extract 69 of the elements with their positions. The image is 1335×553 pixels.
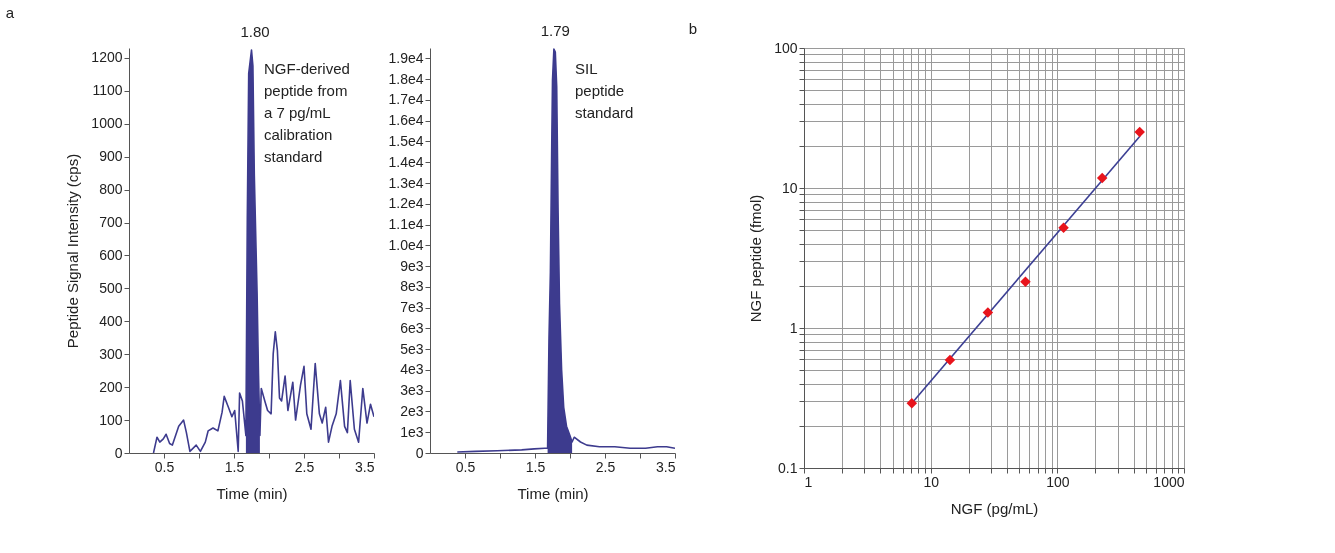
y-tick-label: 1 bbox=[789, 319, 798, 336]
y-tick-label: 800 bbox=[99, 181, 123, 198]
annotation: 1.79 bbox=[540, 22, 570, 40]
y-tick-label: 3e3 bbox=[400, 382, 424, 399]
y-tick-label: 4e3 bbox=[400, 361, 424, 378]
annotation: 1.80 bbox=[240, 22, 270, 40]
point bbox=[1134, 126, 1145, 138]
y-axis-title: Peptide Signal Intensity (cps) bbox=[64, 153, 82, 349]
y-tick-label: 1.0e4 bbox=[388, 236, 424, 253]
y-tick-label: 600 bbox=[99, 246, 123, 263]
point bbox=[944, 354, 956, 366]
y-tick-label: 1.2e4 bbox=[388, 195, 424, 212]
x-tick-label: 1000 bbox=[1153, 473, 1185, 490]
x-tick-label: 0.5 bbox=[154, 458, 175, 475]
point bbox=[982, 307, 994, 318]
point bbox=[1096, 172, 1108, 184]
y-tick-label: 700 bbox=[99, 214, 123, 231]
x-tick-label: 100 bbox=[1046, 473, 1070, 490]
y-tick-label: 1000 bbox=[91, 115, 123, 132]
y-tick-label: 1.8e4 bbox=[388, 70, 424, 87]
y-tick-label: 9e3 bbox=[400, 257, 424, 274]
x-tick-label: 3.5 bbox=[355, 458, 375, 475]
x-tick-label: 0.5 bbox=[455, 458, 476, 475]
y-tick-label: 200 bbox=[99, 378, 123, 395]
x-tick-label: 10 bbox=[923, 473, 940, 490]
y-tick-label: 7e3 bbox=[400, 299, 424, 316]
x-axis-title: Time (min) bbox=[517, 484, 589, 502]
y-tick-label: 300 bbox=[99, 345, 123, 362]
y-tick-label: 1200 bbox=[91, 49, 123, 66]
chart-title: a bbox=[5, 3, 15, 21]
y-tick-label: 900 bbox=[99, 148, 123, 165]
y-tick-label: 0 bbox=[114, 444, 123, 461]
y-tick-label: 1.1e4 bbox=[388, 216, 424, 233]
point bbox=[1058, 222, 1069, 233]
y-tick-label: 1.3e4 bbox=[388, 174, 424, 191]
point bbox=[1020, 276, 1031, 287]
x-axis-title: NGF (pg/mL) bbox=[950, 499, 1039, 517]
y-tick-label: 5e3 bbox=[400, 340, 424, 357]
y-tick-label: 1.5e4 bbox=[388, 132, 424, 149]
y-tick-label: 0.1 bbox=[778, 459, 798, 476]
y-tick-label: 500 bbox=[99, 279, 123, 296]
line-series bbox=[456, 48, 675, 453]
y-tick-label: 1100 bbox=[92, 82, 123, 99]
y-axis-title: NGF peptide (fmol) bbox=[747, 194, 765, 323]
x-tick-label: 3.5 bbox=[656, 458, 676, 475]
y-tick-label: 8e3 bbox=[400, 278, 424, 295]
x-tick-label: 1.5 bbox=[224, 458, 245, 475]
y-tick-label: 0 bbox=[415, 444, 424, 461]
x-tick-label: 1.5 bbox=[525, 458, 546, 475]
y-tick-label: 2e3 bbox=[400, 402, 424, 419]
y-tick-label: 6e3 bbox=[400, 319, 424, 336]
y-tick-label: 1.9e4 bbox=[388, 49, 424, 66]
y-tick-label: 100 bbox=[99, 411, 123, 428]
x-tick-label: 2.5 bbox=[595, 458, 616, 475]
y-tick-label: 1.4e4 bbox=[388, 153, 424, 170]
chart-title: b bbox=[688, 20, 697, 37]
x-tick-label: 1 bbox=[804, 473, 813, 490]
point bbox=[906, 398, 918, 409]
y-tick-label: 1.7e4 bbox=[388, 91, 424, 108]
y-tick-label: 1e3 bbox=[400, 423, 424, 440]
y-tick-label: 400 bbox=[99, 312, 123, 329]
annotation: SIL peptide standard bbox=[575, 60, 634, 121]
y-tick-label: 1.6e4 bbox=[388, 112, 424, 129]
y-tick-label: 10 bbox=[781, 179, 798, 196]
y-tick-label: 100 bbox=[774, 39, 798, 56]
line-series bbox=[152, 49, 374, 453]
x-axis-title: Time (min) bbox=[216, 484, 288, 502]
annotation: NGF-derived peptide from a 7 pg/mL calibration standard bbox=[264, 60, 350, 165]
x-tick-label: 2.5 bbox=[294, 458, 315, 475]
